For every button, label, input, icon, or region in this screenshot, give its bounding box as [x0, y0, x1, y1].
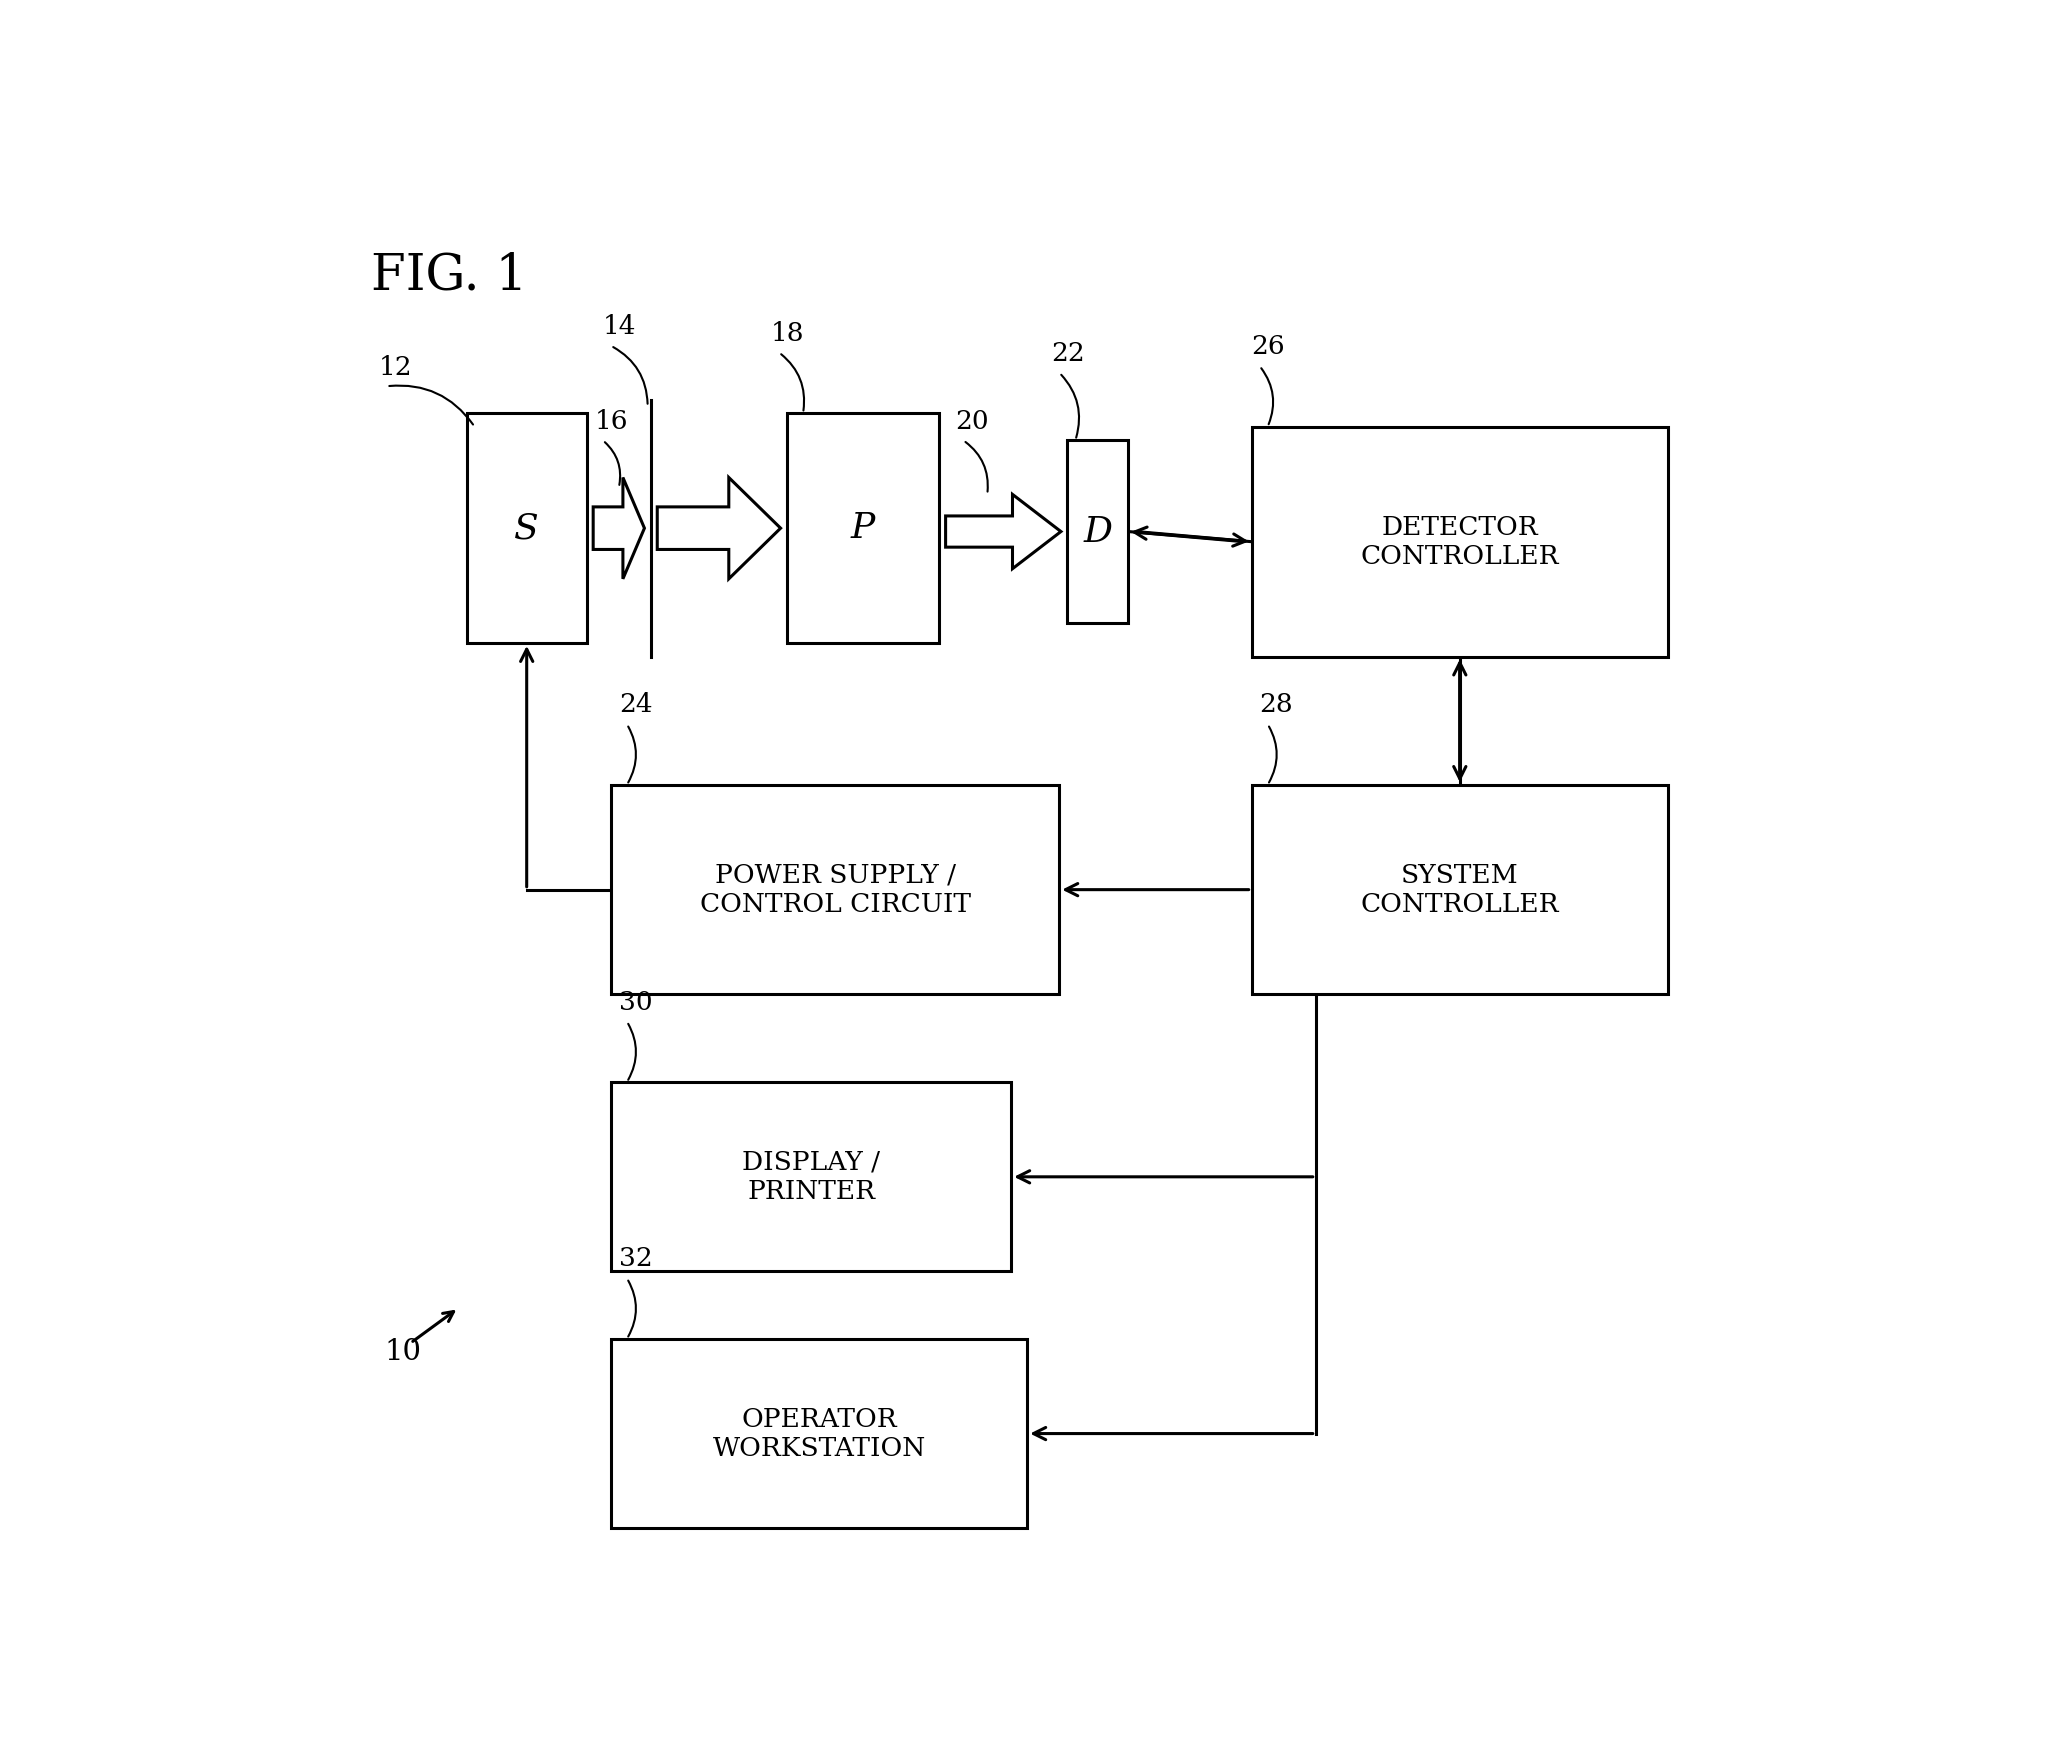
Text: 24: 24: [618, 693, 653, 718]
Text: DETECTOR
CONTROLLER: DETECTOR CONTROLLER: [1360, 514, 1559, 569]
Polygon shape: [657, 477, 781, 579]
FancyBboxPatch shape: [1067, 441, 1129, 623]
Text: P: P: [852, 511, 874, 546]
Text: 32: 32: [618, 1246, 653, 1271]
FancyBboxPatch shape: [612, 784, 1060, 995]
Text: 28: 28: [1259, 693, 1294, 718]
Polygon shape: [945, 495, 1060, 569]
FancyBboxPatch shape: [467, 412, 587, 642]
FancyBboxPatch shape: [612, 1339, 1027, 1529]
Text: 18: 18: [771, 321, 804, 346]
Text: POWER SUPPLY /
CONTROL CIRCUIT: POWER SUPPLY / CONTROL CIRCUIT: [699, 863, 971, 916]
Text: 12: 12: [378, 355, 411, 379]
Text: SYSTEM
CONTROLLER: SYSTEM CONTROLLER: [1360, 863, 1559, 916]
Text: 14: 14: [604, 314, 637, 339]
FancyBboxPatch shape: [788, 412, 938, 642]
Polygon shape: [593, 477, 645, 579]
Text: OPERATOR
WORKSTATION: OPERATOR WORKSTATION: [713, 1406, 926, 1460]
FancyBboxPatch shape: [612, 1083, 1011, 1271]
Text: 16: 16: [595, 409, 628, 433]
Text: 26: 26: [1251, 333, 1286, 360]
Text: 10: 10: [384, 1339, 422, 1367]
Text: S: S: [515, 511, 539, 546]
FancyBboxPatch shape: [1251, 426, 1668, 656]
Text: 20: 20: [955, 409, 988, 433]
Text: 30: 30: [618, 990, 653, 1014]
Text: 22: 22: [1052, 340, 1085, 367]
FancyBboxPatch shape: [1251, 784, 1668, 995]
Text: D: D: [1083, 514, 1112, 549]
Text: FIG. 1: FIG. 1: [370, 251, 527, 300]
Text: DISPLAY /
PRINTER: DISPLAY / PRINTER: [742, 1150, 881, 1204]
